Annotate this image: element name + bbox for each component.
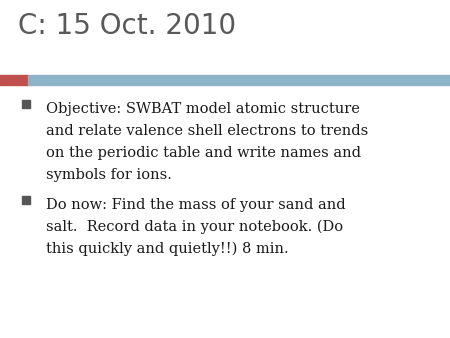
Text: Objective: SWBAT model atomic structure: Objective: SWBAT model atomic structure	[46, 102, 360, 116]
Text: on the periodic table and write names and: on the periodic table and write names an…	[46, 146, 361, 160]
Text: Do now: Find the mass of your sand and: Do now: Find the mass of your sand and	[46, 198, 346, 212]
Text: salt.  Record data in your notebook. (Do: salt. Record data in your notebook. (Do	[46, 220, 343, 234]
Text: this quickly and quietly!!) 8 min.: this quickly and quietly!!) 8 min.	[46, 242, 288, 257]
Text: C: 15 Oct. 2010: C: 15 Oct. 2010	[18, 12, 236, 40]
Text: symbols for ions.: symbols for ions.	[46, 168, 172, 182]
Bar	[22, 196, 30, 204]
Bar	[22, 100, 30, 108]
Text: and relate valence shell electrons to trends: and relate valence shell electrons to tr…	[46, 124, 368, 138]
